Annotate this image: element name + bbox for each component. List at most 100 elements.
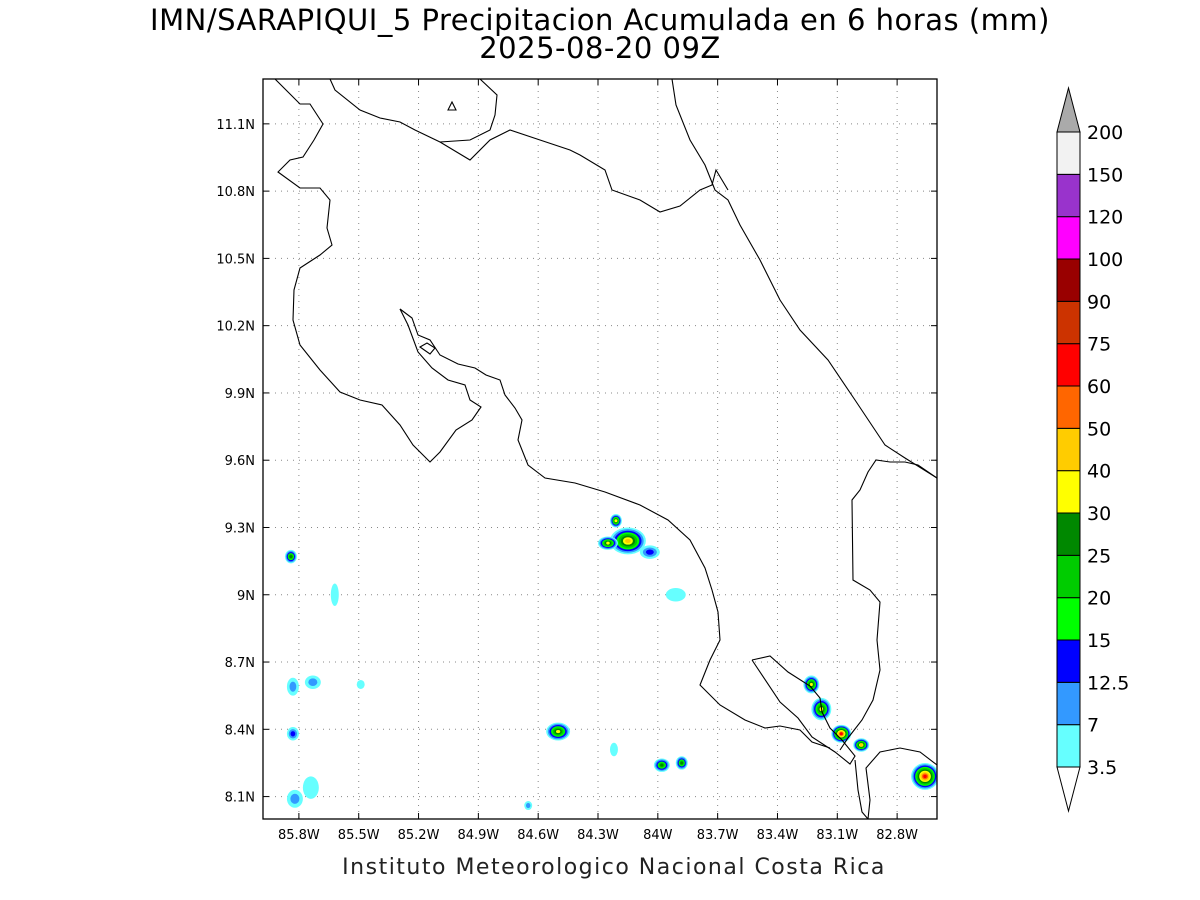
lat-tick-label: 10.8N — [216, 185, 255, 200]
precip-contour — [290, 731, 296, 737]
colorbar-label: 100 — [1087, 249, 1123, 271]
nicaragua-north-coast — [329, 79, 729, 213]
colorbar-top-arrow — [1056, 86, 1081, 133]
colorbar: 3.5 7 12.5 15 20 25 30 40 50 60 75 90 100 120 150 200 — [1056, 86, 1129, 813]
caribbean-coast — [839, 459, 937, 751]
colorbar-label: 7 — [1087, 715, 1099, 737]
precip-cell — [609, 514, 622, 528]
lat-tick-label: 8.4N — [225, 723, 255, 738]
precip-contour — [859, 743, 863, 747]
lat-tick-label: 9.3N — [225, 521, 255, 536]
precip-cell — [665, 588, 686, 602]
lon-tick-label: 85.5W — [338, 828, 380, 843]
colorbar-segment — [1056, 216, 1081, 260]
colorbar-segment — [1056, 681, 1081, 726]
colorbar-label: 75 — [1087, 334, 1111, 356]
precip-contour — [680, 761, 684, 765]
colorbar-label: 90 — [1087, 291, 1111, 313]
precip-contour — [625, 538, 631, 544]
precip-contour — [290, 793, 300, 804]
precip-cell — [803, 675, 820, 694]
precip-cell — [304, 675, 321, 689]
precip-cell — [284, 549, 297, 564]
precip-contour — [660, 763, 664, 767]
lake-island — [447, 100, 457, 111]
precip-contour — [609, 742, 618, 757]
colorbar-segment — [1056, 385, 1081, 429]
precip-cell — [302, 776, 319, 799]
lat-tick-label: 8.1N — [225, 791, 255, 806]
precip-cell — [356, 679, 365, 689]
lon-tick-label: 85.2W — [398, 828, 440, 843]
precip-cell — [286, 789, 303, 808]
precip-contour — [923, 774, 927, 779]
lat-tick-label: 11.1N — [216, 118, 255, 133]
gulf-of-nicoya-coast — [399, 308, 831, 749]
precip-cell — [609, 527, 646, 555]
map-title: IMN/SARAPIQUI_5 Precipitacion Acumulada … — [150, 3, 1050, 37]
lat-tick-label: 9N — [237, 589, 255, 604]
burica-coast — [854, 747, 937, 819]
lon-tick-label: 84.3W — [577, 828, 619, 843]
colorbar-label: 12.5 — [1087, 672, 1129, 694]
colorbar-segment — [1056, 724, 1081, 768]
nicaragua-border-and-lake — [274, 79, 482, 463]
precip-contour — [839, 732, 843, 736]
colorbar-segment — [1056, 343, 1081, 387]
lon-tick-label: 83.7W — [697, 828, 739, 843]
lon-tick-label: 83.1W — [816, 828, 858, 843]
colorbar-label: 25 — [1087, 545, 1111, 567]
colorbar-label: 120 — [1087, 207, 1123, 229]
map-frame — [262, 78, 938, 820]
map-valid-time: 2025-08-20 09Z — [479, 31, 721, 65]
osa-peninsula — [751, 655, 856, 765]
caribbean-north-coast — [671, 79, 937, 479]
lat-tick-label: 10.5N — [216, 252, 255, 267]
precip-contour — [330, 583, 339, 606]
inland-lake — [418, 342, 436, 355]
precip-contour — [289, 555, 293, 559]
precip-cell — [330, 583, 339, 606]
precip-cell — [598, 536, 618, 550]
lon-tick-label: 82.8W — [876, 828, 918, 843]
lat-tick-label: 10.2N — [216, 320, 255, 335]
colorbar-label: 150 — [1087, 164, 1123, 186]
colorbar-segment — [1056, 597, 1081, 641]
colorbar-segment — [1056, 258, 1081, 302]
colorbar-segment — [1056, 173, 1081, 218]
lat-tick-label: 9.6N — [225, 454, 255, 469]
colorbar-segment — [1056, 554, 1081, 599]
coastline — [274, 79, 937, 819]
axis-ticks: 85.8W 85.5W 85.2W 84.9W 84.6W 84.3W 84W 83.7W 83… — [216, 79, 937, 843]
precip-cell — [639, 545, 660, 559]
colorbar-label: 3.5 — [1087, 757, 1117, 779]
lat-tick-label: 8.7N — [225, 656, 255, 671]
lon-tick-label: 85.8W — [278, 828, 320, 843]
precip-contour — [356, 679, 365, 689]
colorbar-segment — [1056, 427, 1081, 472]
precip-contour — [809, 682, 813, 687]
precip-contour — [665, 588, 686, 602]
precip-cell — [653, 758, 670, 772]
precip-cell — [911, 762, 937, 790]
colorbar-segment — [1056, 639, 1081, 683]
precip-contour — [645, 549, 654, 555]
colorbar-label: 20 — [1087, 588, 1111, 610]
credit-text: Instituto Meteorologico Nacional Costa R… — [342, 855, 886, 880]
colorbar-segment — [1056, 131, 1081, 175]
precip-cell — [609, 742, 618, 757]
precip-contour — [302, 776, 319, 799]
precip-contour — [289, 681, 297, 692]
colorbar-label: 15 — [1087, 630, 1111, 652]
colorbar-label: 200 — [1087, 122, 1123, 144]
precip-cell — [831, 724, 852, 743]
lat-lon-grid — [263, 79, 937, 819]
colorbar-label: 50 — [1087, 418, 1111, 440]
precip-cell — [675, 756, 688, 770]
precipitation-field — [284, 514, 937, 811]
upper-coast — [439, 79, 498, 143]
precip-contour — [614, 519, 618, 523]
precip-contour — [555, 729, 561, 734]
precip-cell — [853, 738, 870, 752]
